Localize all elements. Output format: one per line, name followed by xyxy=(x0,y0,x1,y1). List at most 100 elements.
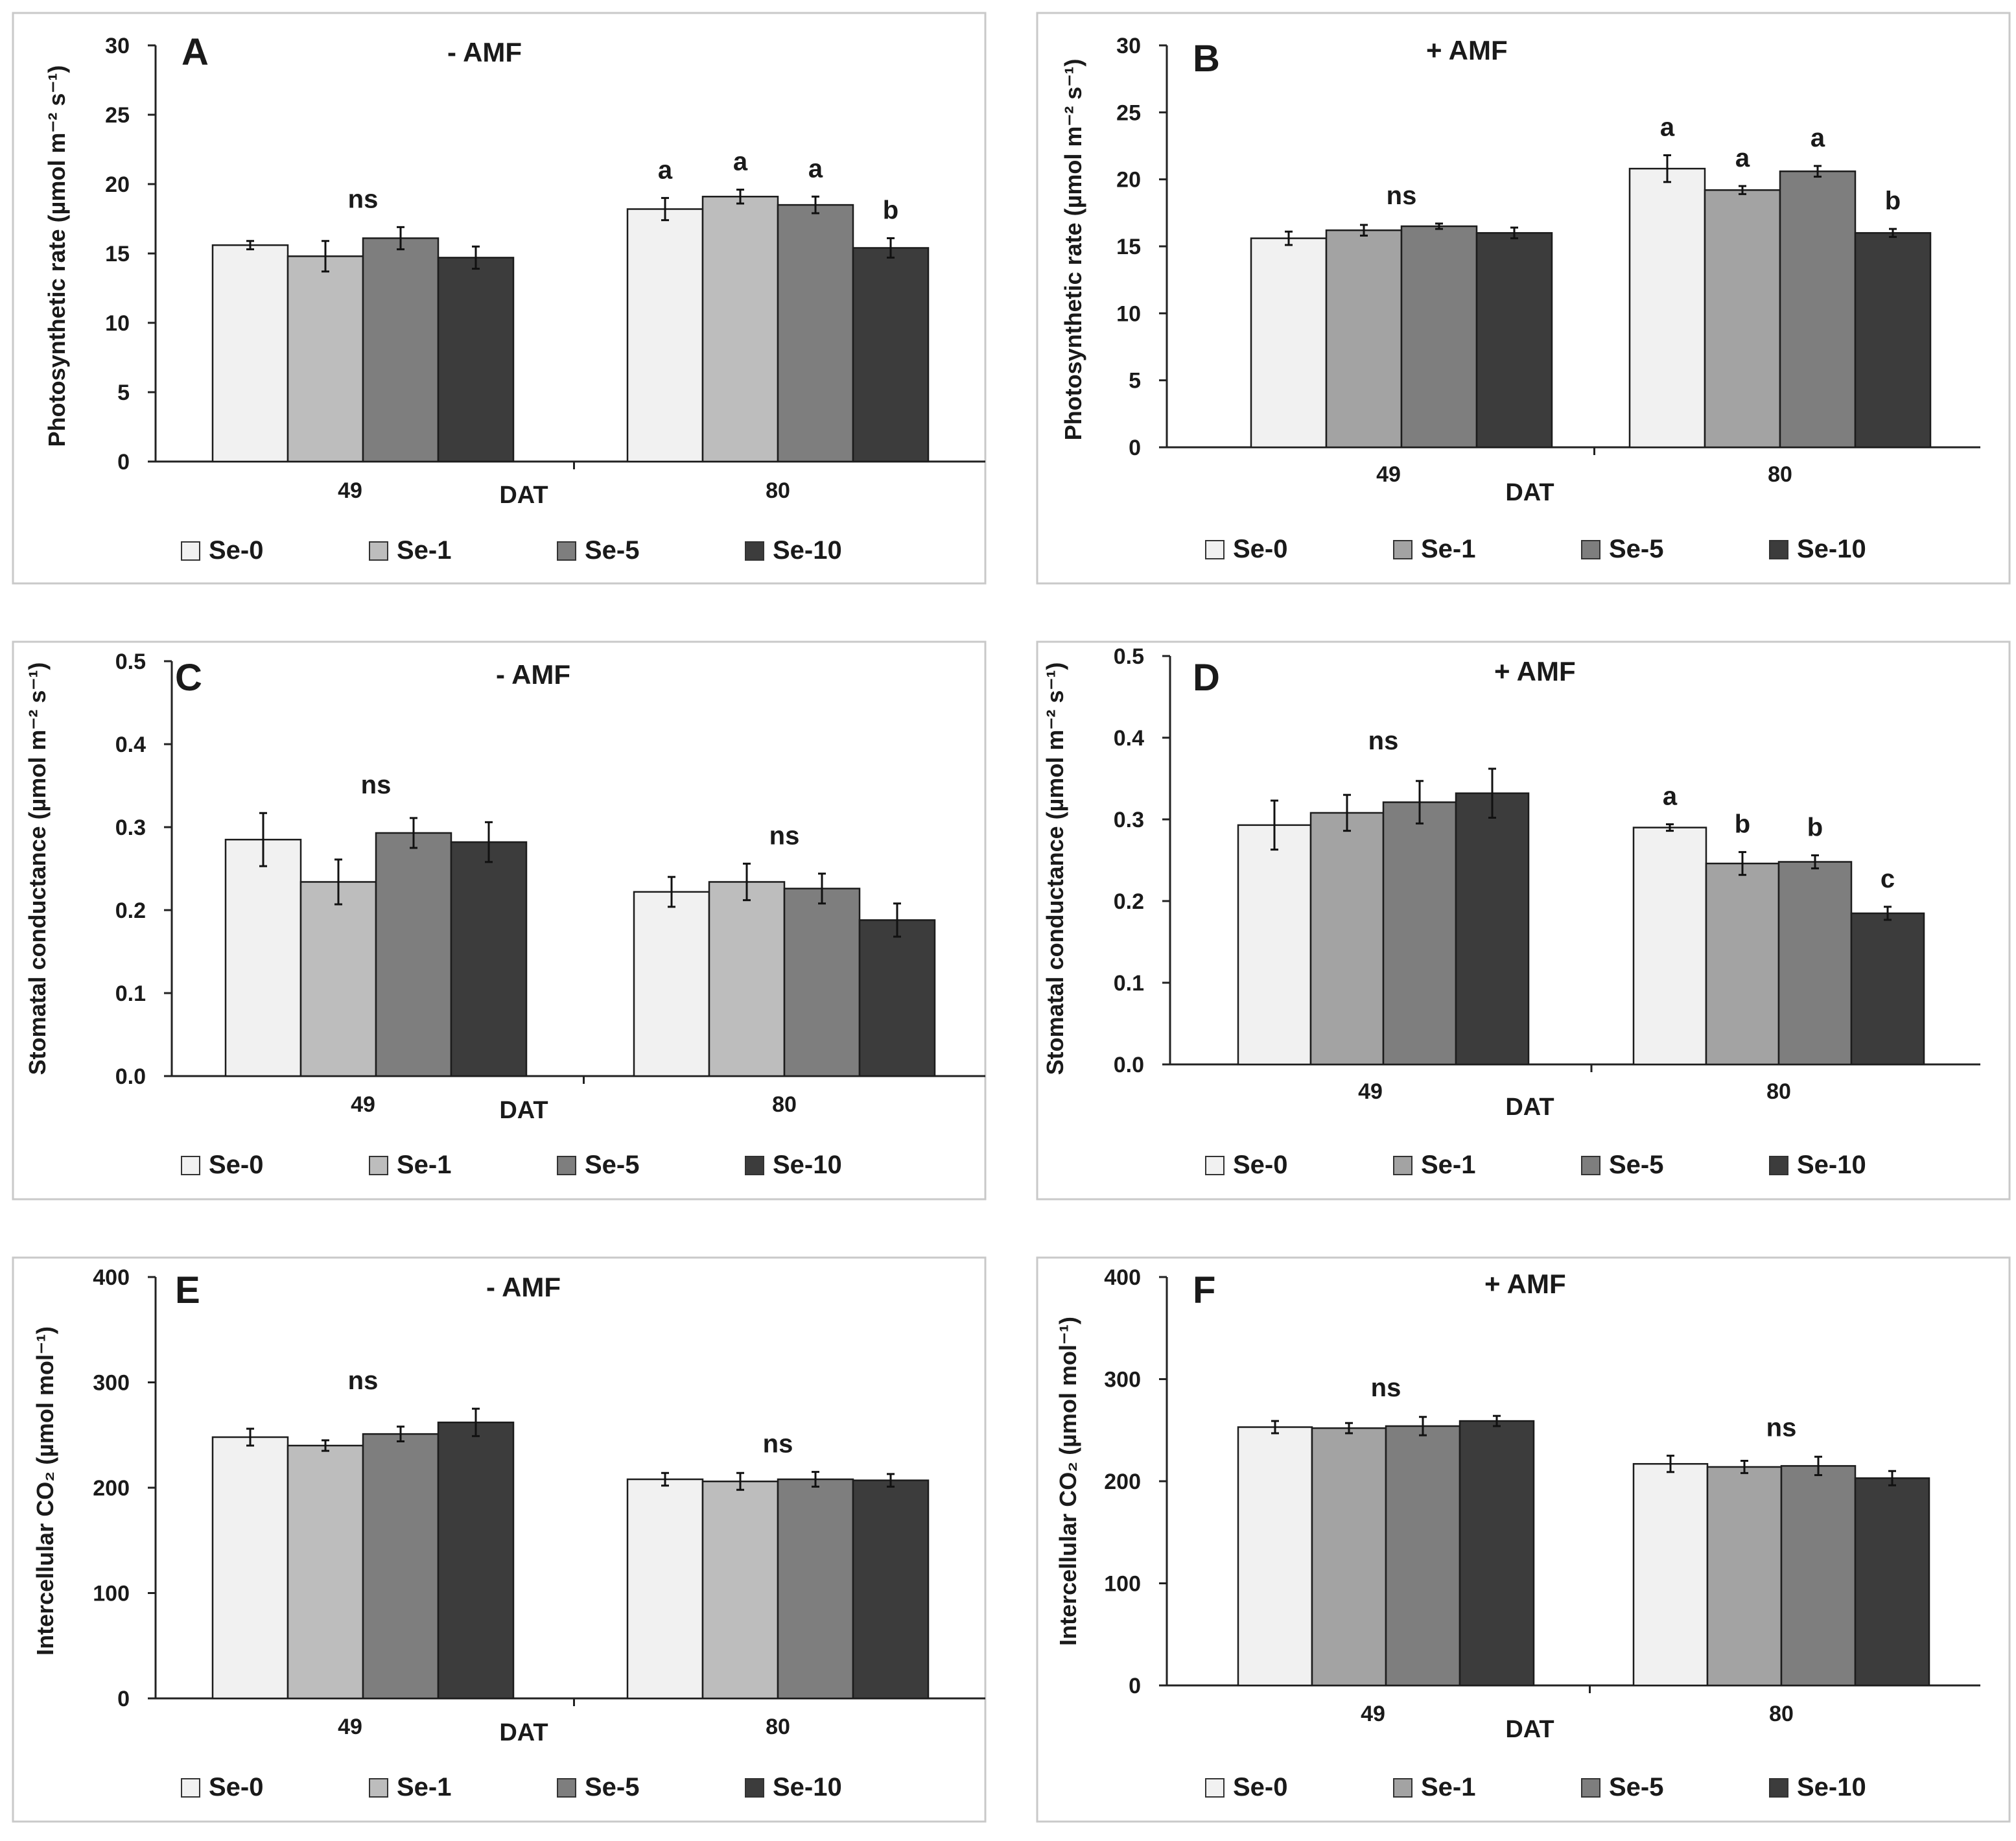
bar-se-1-49 xyxy=(1309,812,1385,1066)
bar-se-0-49 xyxy=(1237,1426,1313,1687)
y-tick-label: 0.1 xyxy=(1114,971,1144,996)
significance-label: ns xyxy=(348,1366,379,1395)
bar-se-10-49 xyxy=(437,1422,515,1700)
significance-label: b xyxy=(1885,187,1901,215)
legend-item: Se-0 xyxy=(1205,1151,1288,1179)
y-tick-label: 15 xyxy=(1116,235,1141,259)
bar-se-10-80 xyxy=(1854,232,1932,449)
y-tick-label: 100 xyxy=(93,1582,130,1606)
x-category-label: 49 xyxy=(1376,462,1401,487)
significance-label: b xyxy=(1735,810,1750,838)
bar-se-5-49 xyxy=(375,832,452,1077)
legend-item: Se-10 xyxy=(1769,1151,1866,1179)
bar-se-1-80 xyxy=(701,1481,779,1700)
legend-swatch xyxy=(1205,1778,1225,1798)
y-tick-label: 10 xyxy=(1116,301,1141,326)
x-category-label: 49 xyxy=(1361,1702,1385,1726)
significance-label: a xyxy=(658,156,673,184)
y-tick-label: 0.4 xyxy=(1114,726,1144,751)
bar-se-5-80 xyxy=(1779,170,1857,449)
legend-label: Se-10 xyxy=(1797,1151,1866,1179)
significance-label: ns xyxy=(1371,1374,1401,1402)
bar-se-10-49 xyxy=(1459,1420,1535,1687)
x-category-label: 80 xyxy=(1766,1079,1791,1104)
significance-label: ns xyxy=(361,771,392,799)
panel-f: 0 100 200 300 400 49 80 DAT Intercellular CO₂ (µ… xyxy=(1036,1256,2011,1823)
y-tick-label: 300 xyxy=(93,1371,130,1396)
legend-label: Se-1 xyxy=(1421,1151,1476,1179)
y-tick-label: 20 xyxy=(1116,168,1141,193)
legend-label: Se-5 xyxy=(1609,1773,1664,1801)
panel-title: - AMF xyxy=(447,37,522,67)
legend-label: Se-5 xyxy=(585,536,640,565)
x-axis-title: DAT xyxy=(499,482,548,509)
legend-swatch xyxy=(1581,1156,1600,1175)
y-tick-label: 0.5 xyxy=(1114,644,1144,669)
y-tick-label: 25 xyxy=(105,103,130,128)
panel-letter: F xyxy=(1193,1269,1215,1311)
y-tick-label: 5 xyxy=(1129,369,1141,393)
legend-item: Se-0 xyxy=(181,1773,264,1801)
y-tick-label: 0.3 xyxy=(115,815,146,840)
significance-label: c xyxy=(1881,865,1895,893)
y-tick-label: 0 xyxy=(117,450,130,475)
legend-item: Se-10 xyxy=(745,536,842,565)
legend-label: Se-1 xyxy=(397,1151,452,1179)
y-tick-label: 0.3 xyxy=(1114,808,1144,832)
bar-se-5-49 xyxy=(362,1433,440,1700)
legend-label: Se-0 xyxy=(209,536,264,565)
significance-label: ns xyxy=(769,821,800,850)
legend-swatch xyxy=(557,1778,576,1798)
significance-label: a xyxy=(1735,144,1750,172)
y-tick-label: 15 xyxy=(105,242,130,266)
panel-e: 0 100 200 300 400 49 80 DAT Intercellular CO₂ (µ… xyxy=(12,1256,987,1823)
y-axis-title: Intercellular CO₂ (µmol mol⁻¹) xyxy=(1055,1317,1081,1646)
y-tick-label: 0.4 xyxy=(115,733,146,757)
panel-title: - AMF xyxy=(496,659,570,690)
legend-swatch xyxy=(557,1156,576,1175)
y-axis-title: Stomatal conductance (µmol m⁻² s⁻¹) xyxy=(24,663,51,1075)
y-axis-title: Photosynthetic rate (µmol m⁻² s⁻¹) xyxy=(1060,59,1086,441)
bar-se-1-49 xyxy=(287,255,364,463)
x-axis-title: DAT xyxy=(1505,1094,1554,1121)
significance-label: ns xyxy=(1766,1414,1797,1442)
significance-label: a xyxy=(808,154,823,183)
significance-label: ns xyxy=(348,185,379,213)
bar-se-5-49 xyxy=(1400,225,1478,449)
bar-se-10-80 xyxy=(852,1479,930,1700)
legend-label: Se-10 xyxy=(773,1773,842,1801)
bar-se-0-49 xyxy=(1250,237,1328,449)
significance-label: ns xyxy=(1387,182,1417,210)
legend-swatch xyxy=(181,1156,200,1175)
x-category-label: 80 xyxy=(766,1715,790,1739)
panel-d: 0.0 0.1 0.2 0.3 0.4 0.5 49 80 DAT Stomatal conduc… xyxy=(1036,640,2011,1201)
bar-se-0-80 xyxy=(1632,1462,1709,1687)
bar-se-10-49 xyxy=(437,257,515,463)
y-tick-label: 300 xyxy=(1104,1368,1141,1392)
legend-swatch xyxy=(1769,1778,1788,1798)
y-tick-label: 0.2 xyxy=(1114,889,1144,914)
x-axis-title: DAT xyxy=(499,1097,548,1124)
legend-swatch xyxy=(745,1778,764,1798)
bar-se-5-80 xyxy=(777,1478,854,1700)
legend-label: Se-10 xyxy=(773,1151,842,1179)
significance-label: a xyxy=(1663,782,1678,811)
y-tick-label: 100 xyxy=(1104,1572,1141,1597)
bar-se-5-80 xyxy=(1777,861,1853,1066)
legend-label: Se-0 xyxy=(1233,1773,1288,1801)
x-category-label: 80 xyxy=(1769,1702,1794,1726)
legend-item: Se-5 xyxy=(1581,535,1664,563)
legend-label: Se-5 xyxy=(585,1773,640,1801)
bar-se-1-80 xyxy=(1705,862,1780,1066)
y-tick-label: 0.2 xyxy=(115,898,146,923)
legend-item: Se-5 xyxy=(1581,1773,1664,1801)
legend-item: Se-5 xyxy=(557,1773,640,1801)
bar-se-0-80 xyxy=(626,1478,704,1700)
panel-a: 0 5 10 15 20 25 30 49 80 DAT Photosynthetic rate (… xyxy=(12,12,987,585)
legend-label: Se-1 xyxy=(1421,535,1476,563)
legend-label: Se-1 xyxy=(397,536,452,565)
legend-swatch xyxy=(745,1156,764,1175)
panel-letter: E xyxy=(175,1269,200,1311)
bar-se-0-80 xyxy=(633,891,710,1077)
